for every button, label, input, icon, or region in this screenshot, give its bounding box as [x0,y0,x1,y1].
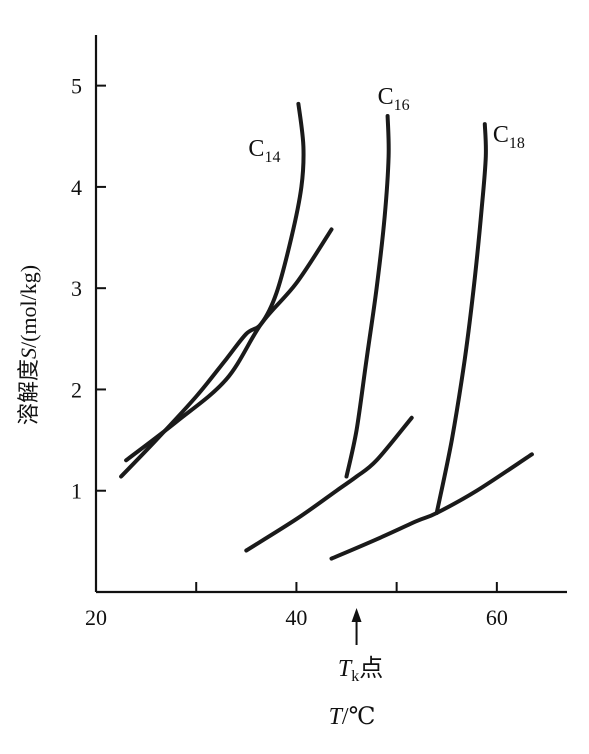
krafft-point-annotation: Tk点 [338,608,383,685]
c18-monomer-line [329,452,534,561]
krafft-point-label: Tk点 [338,655,383,685]
x-tick-label: 60 [486,605,508,630]
x-tick-label: 40 [285,605,307,630]
y-tick-label: 5 [71,74,82,99]
c16-series-label: C16 [378,84,410,114]
y-tick-label: 2 [71,377,82,402]
x-tick-label: 20 [85,605,107,630]
c16-monomer-line [244,415,414,553]
krafft-arrow-head [351,608,362,622]
y-tick-label: 4 [71,175,82,200]
axes [94,35,567,594]
c18-series-label: C18 [493,122,525,152]
curves [119,101,534,561]
c14-monomer-line [124,227,334,463]
c14-series-label: C14 [248,136,280,166]
y-tick-label: 1 [71,479,82,504]
c16-solubility-curve [344,114,391,479]
x-axis-label: T/℃ [329,704,376,730]
c18-solubility-curve [434,122,488,515]
y-axis-label: 溶解度S/(mol/kg) [16,265,41,425]
y-tick-label: 3 [71,276,82,301]
series-labels: C14 C16 C18 [248,84,524,166]
ticks: 20 40 60 1 2 3 4 5 [71,74,508,630]
